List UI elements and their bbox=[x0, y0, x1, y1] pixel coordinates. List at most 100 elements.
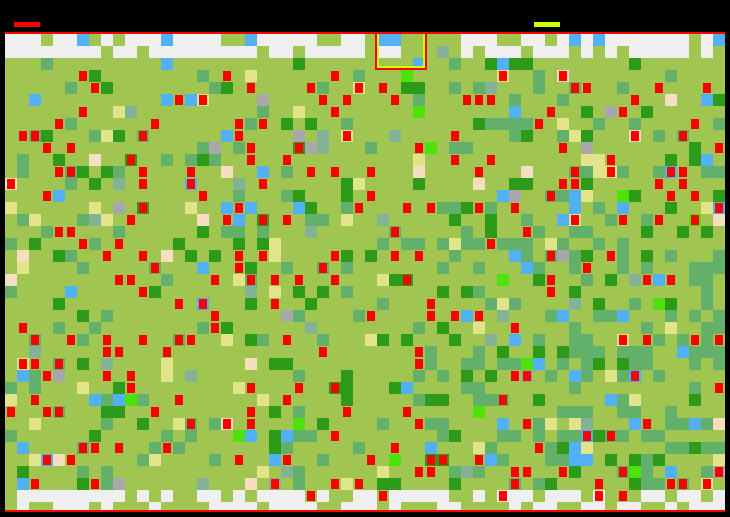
unit-marker[interactable] bbox=[211, 311, 219, 321]
unit-marker[interactable] bbox=[403, 407, 411, 417]
unit-marker[interactable] bbox=[379, 83, 387, 93]
unit-marker[interactable] bbox=[151, 119, 159, 129]
unit-marker[interactable] bbox=[163, 347, 171, 357]
unit-marker[interactable] bbox=[391, 251, 399, 261]
unit-marker[interactable] bbox=[187, 419, 195, 429]
unit-marker[interactable] bbox=[595, 491, 603, 501]
unit-marker[interactable] bbox=[379, 491, 387, 501]
unit-marker[interactable] bbox=[535, 119, 543, 129]
unit-marker[interactable] bbox=[235, 203, 243, 213]
unit-marker[interactable] bbox=[271, 479, 279, 489]
unit-marker[interactable] bbox=[187, 167, 195, 177]
unit-marker[interactable] bbox=[415, 143, 423, 153]
unit-marker[interactable] bbox=[247, 275, 255, 285]
unit-marker[interactable] bbox=[607, 251, 615, 261]
unit-marker[interactable] bbox=[679, 167, 687, 177]
unit-marker[interactable] bbox=[415, 419, 423, 429]
unit-marker[interactable] bbox=[175, 335, 183, 345]
unit-marker[interactable] bbox=[679, 179, 687, 189]
unit-marker[interactable] bbox=[55, 227, 63, 237]
unit-marker[interactable] bbox=[139, 287, 147, 297]
unit-marker[interactable] bbox=[691, 191, 699, 201]
unit-marker[interactable] bbox=[547, 107, 555, 117]
unit-marker[interactable] bbox=[31, 395, 39, 405]
unit-marker[interactable] bbox=[391, 443, 399, 453]
unit-marker[interactable] bbox=[607, 167, 615, 177]
unit-marker[interactable] bbox=[79, 107, 87, 117]
unit-marker[interactable] bbox=[175, 395, 183, 405]
unit-marker[interactable] bbox=[415, 467, 423, 477]
unit-marker[interactable] bbox=[619, 491, 627, 501]
unit-marker[interactable] bbox=[583, 431, 591, 441]
unit-marker[interactable] bbox=[43, 407, 51, 417]
unit-marker[interactable] bbox=[247, 419, 255, 429]
unit-marker[interactable] bbox=[283, 215, 291, 225]
unit-marker[interactable] bbox=[607, 155, 615, 165]
unit-marker[interactable] bbox=[103, 251, 111, 261]
unit-marker[interactable] bbox=[319, 95, 327, 105]
unit-marker[interactable] bbox=[451, 131, 459, 141]
unit-marker[interactable] bbox=[559, 71, 567, 81]
unit-marker[interactable] bbox=[715, 143, 723, 153]
unit-marker[interactable] bbox=[199, 299, 207, 309]
unit-marker[interactable] bbox=[283, 455, 291, 465]
unit-marker[interactable] bbox=[127, 215, 135, 225]
game-map[interactable] bbox=[5, 34, 725, 510]
unit-marker[interactable] bbox=[103, 371, 111, 381]
unit-marker[interactable] bbox=[679, 131, 687, 141]
unit-marker[interactable] bbox=[619, 107, 627, 117]
unit-marker[interactable] bbox=[475, 455, 483, 465]
unit-marker[interactable] bbox=[91, 479, 99, 489]
unit-marker[interactable] bbox=[463, 95, 471, 105]
unit-marker[interactable] bbox=[7, 407, 15, 417]
unit-marker[interactable] bbox=[67, 167, 75, 177]
unit-marker[interactable] bbox=[115, 443, 123, 453]
unit-marker[interactable] bbox=[571, 179, 579, 189]
unit-marker[interactable] bbox=[595, 479, 603, 489]
unit-marker[interactable] bbox=[691, 119, 699, 129]
unit-marker[interactable] bbox=[331, 251, 339, 261]
unit-marker[interactable] bbox=[427, 467, 435, 477]
unit-marker[interactable] bbox=[367, 455, 375, 465]
unit-marker[interactable] bbox=[211, 275, 219, 285]
unit-marker[interactable] bbox=[199, 191, 207, 201]
unit-marker[interactable] bbox=[247, 83, 255, 93]
unit-marker[interactable] bbox=[139, 179, 147, 189]
unit-marker[interactable] bbox=[139, 203, 147, 213]
unit-marker[interactable] bbox=[139, 167, 147, 177]
unit-marker[interactable] bbox=[271, 299, 279, 309]
unit-marker[interactable] bbox=[499, 491, 507, 501]
unit-marker[interactable] bbox=[67, 335, 75, 345]
unit-marker[interactable] bbox=[547, 287, 555, 297]
unit-marker[interactable] bbox=[667, 167, 675, 177]
unit-marker[interactable] bbox=[667, 479, 675, 489]
unit-marker[interactable] bbox=[175, 299, 183, 309]
unit-marker[interactable] bbox=[127, 371, 135, 381]
unit-marker[interactable] bbox=[427, 455, 435, 465]
unit-marker[interactable] bbox=[547, 251, 555, 261]
unit-marker[interactable] bbox=[295, 275, 303, 285]
unit-marker[interactable] bbox=[607, 431, 615, 441]
unit-marker[interactable] bbox=[403, 203, 411, 213]
unit-marker[interactable] bbox=[559, 143, 567, 153]
unit-marker[interactable] bbox=[475, 311, 483, 321]
unit-marker[interactable] bbox=[427, 311, 435, 321]
unit-marker[interactable] bbox=[715, 383, 723, 393]
unit-marker[interactable] bbox=[55, 167, 63, 177]
unit-marker[interactable] bbox=[127, 383, 135, 393]
unit-marker[interactable] bbox=[547, 275, 555, 285]
unit-marker[interactable] bbox=[211, 323, 219, 333]
unit-marker[interactable] bbox=[91, 443, 99, 453]
unit-marker[interactable] bbox=[307, 167, 315, 177]
unit-marker[interactable] bbox=[247, 407, 255, 417]
unit-marker[interactable] bbox=[367, 311, 375, 321]
unit-marker[interactable] bbox=[475, 95, 483, 105]
unit-marker[interactable] bbox=[355, 479, 363, 489]
unit-marker[interactable] bbox=[487, 155, 495, 165]
unit-marker[interactable] bbox=[55, 359, 63, 369]
unit-marker[interactable] bbox=[655, 215, 663, 225]
unit-marker[interactable] bbox=[451, 311, 459, 321]
unit-marker[interactable] bbox=[91, 83, 99, 93]
unit-marker[interactable] bbox=[487, 239, 495, 249]
unit-marker[interactable] bbox=[631, 371, 639, 381]
